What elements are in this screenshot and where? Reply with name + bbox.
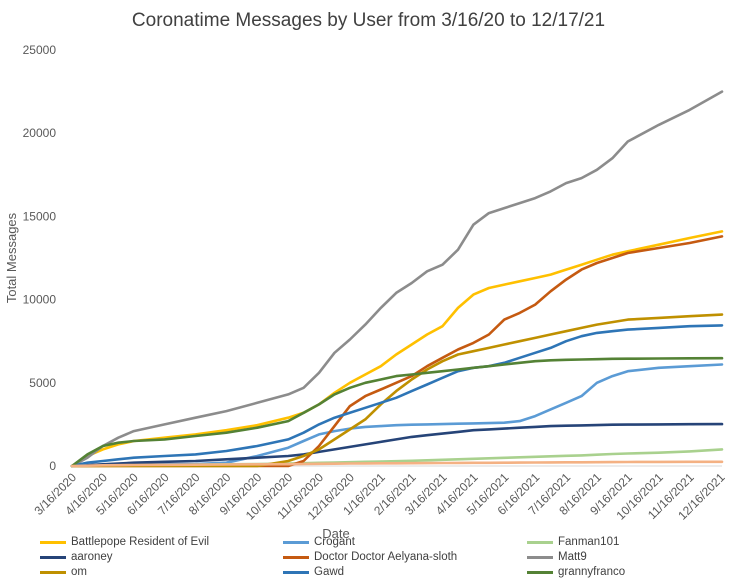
legend-item: om [40, 566, 87, 581]
legend-swatch [283, 555, 309, 559]
legend-label: Gawd [314, 566, 345, 578]
x-axis-title: Date [322, 526, 349, 541]
legend-swatch [283, 540, 309, 544]
legend-item: Gawd [283, 566, 344, 581]
y-tick-label: 5000 [29, 376, 56, 390]
y-tick-label: 15000 [23, 209, 57, 223]
legend-item: aaroney [40, 551, 113, 566]
y-tick-label: 0 [49, 459, 56, 473]
series-line-doctor-doctor-aelyana-sloth [70, 235, 724, 468]
legend-item: Matt9 [527, 551, 587, 566]
y-tick-label: 20000 [23, 126, 57, 140]
legend-label: Matt9 [558, 551, 587, 563]
legend-label: Battlepope Resident of Evil [71, 536, 210, 548]
series-line-unlabeled-9 [70, 460, 724, 468]
legend-item: Crogant [283, 536, 355, 551]
y-tick-label: 10000 [23, 293, 57, 307]
legend-label: grannyfranco [558, 566, 626, 578]
legend-item: Battlepope Resident of Evil [40, 536, 209, 551]
series-line-gawd [70, 324, 724, 468]
legend-label: Fanman101 [558, 536, 620, 548]
chart-title: Coronatime Messages by User from 3/16/20… [131, 10, 606, 31]
legend-swatch [527, 555, 553, 559]
legend-label: Doctor Doctor Aelyana-sloth [314, 551, 458, 563]
legend-swatch [527, 570, 553, 574]
legend-swatch [40, 555, 66, 559]
legend-label: aaroney [71, 551, 113, 563]
legend-item: Fanman101 [527, 536, 619, 551]
legend-label: Crogant [314, 536, 355, 548]
legend-swatch [40, 570, 66, 574]
series-line-aaroney [70, 422, 724, 468]
legend-item: Doctor Doctor Aelyana-sloth [283, 551, 457, 566]
series-line-battlepope-resident-of-evil [70, 230, 724, 468]
series-line-crogant [70, 363, 724, 468]
legend-swatch [283, 570, 309, 574]
legend-swatch [40, 540, 66, 544]
legend-item: grannyfranco [527, 566, 625, 581]
y-tick-label: 25000 [23, 43, 57, 57]
series-line-om [70, 313, 724, 468]
legend-swatch [527, 540, 553, 544]
legend-label: om [71, 566, 87, 578]
series-line-grannyfranco [70, 356, 724, 468]
y-axis-title: Total Messages [4, 212, 19, 303]
series-line-matt9 [70, 90, 724, 468]
